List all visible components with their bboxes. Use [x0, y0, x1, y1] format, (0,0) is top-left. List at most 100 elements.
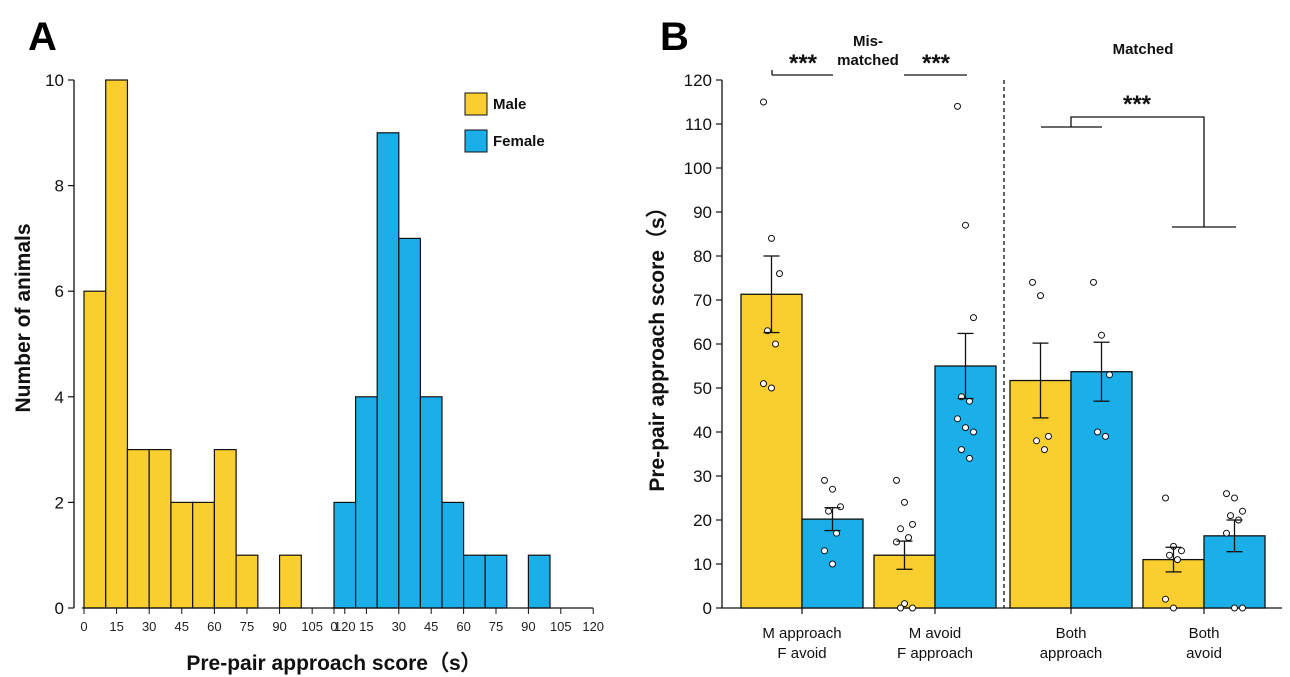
data-point — [962, 424, 969, 432]
histogram-bar — [170, 501, 194, 609]
data-point — [1231, 604, 1238, 612]
bar-female — [1070, 371, 1133, 609]
panel-a-letter: A — [28, 15, 57, 59]
histogram-y-ticks: 0 2 4 6 8 10 — [45, 71, 74, 618]
histogram-x-tick-label: 60 — [456, 619, 470, 634]
data-point — [954, 102, 961, 110]
category-label: M approach — [762, 625, 841, 642]
histogram-bar — [235, 554, 259, 609]
category-label: M avoid — [909, 625, 962, 642]
legend-label-female: Female — [493, 133, 545, 150]
histogram-x-tick-label: 75 — [240, 619, 254, 634]
data-point — [1239, 507, 1246, 515]
histogram-x-tick-label: 75 — [489, 619, 503, 634]
data-point — [901, 498, 908, 506]
data-point — [970, 314, 977, 322]
data-point — [1098, 331, 1105, 339]
bar-y-tick-label: 120 — [684, 71, 712, 90]
histogram-x-tick-label: 105 — [550, 619, 572, 634]
histogram-x-tick-label: 0 — [80, 619, 87, 634]
histogram-y-tick-label: 2 — [55, 493, 64, 512]
data-point — [1174, 556, 1181, 564]
data-point — [768, 384, 775, 392]
histogram-y-tick-label: 6 — [55, 282, 64, 301]
data-point — [776, 270, 783, 278]
histogram-y-tick-label: 0 — [55, 599, 64, 618]
histogram-x-axis-title: Pre-pair approach score（s） — [186, 651, 481, 675]
category-label: Both — [1056, 625, 1087, 642]
bar-y-tick-label: 90 — [693, 203, 712, 222]
data-point — [958, 446, 965, 454]
histogram-bar — [333, 501, 357, 609]
bar-y-tick-label: 40 — [693, 423, 712, 442]
legend-label-male: Male — [493, 96, 526, 113]
histogram-x-tick-label: 30 — [392, 619, 406, 634]
histogram-bar — [441, 501, 465, 609]
data-point — [897, 604, 904, 612]
bar-y-tick-label: 60 — [693, 335, 712, 354]
data-point — [909, 520, 916, 528]
data-point — [837, 503, 844, 511]
data-point — [966, 454, 973, 462]
histogram-y-tick-label: 4 — [55, 388, 64, 407]
bar-y-tick-label: 10 — [693, 555, 712, 574]
histogram-bar — [484, 554, 508, 609]
data-point — [1227, 512, 1234, 520]
data-point — [1223, 529, 1230, 537]
group-label-matched: Matched — [1113, 41, 1174, 58]
category-label: F avoid — [777, 645, 826, 662]
data-point — [1178, 547, 1185, 555]
data-point — [1102, 432, 1109, 440]
histogram-bar — [463, 554, 486, 609]
bar-y-tick-label: 110 — [685, 115, 712, 134]
histogram-bar — [126, 449, 150, 609]
bar-y-tick-label: 20 — [693, 511, 712, 530]
bar-female — [934, 365, 997, 609]
significance-brackets: *** *** *** — [771, 50, 1236, 228]
panel-b-letter: B — [660, 15, 689, 59]
histogram-bar — [105, 79, 129, 609]
data-point — [768, 234, 775, 242]
histogram-bar — [192, 501, 215, 609]
histogram-bar — [527, 554, 551, 609]
histogram-y-tick-label: 8 — [55, 177, 64, 196]
category-label: Both — [1189, 625, 1220, 642]
histogram-bar — [148, 449, 172, 609]
data-point — [1223, 490, 1230, 498]
data-point — [829, 485, 836, 493]
category-label: avoid — [1186, 645, 1222, 662]
legend-swatch-male — [464, 92, 488, 116]
histogram-x-tick-label: 105 — [301, 619, 323, 634]
legend-swatch-female — [464, 129, 488, 153]
data-point — [821, 476, 828, 484]
data-point — [1162, 595, 1169, 603]
histogram-x-tick-label: 90 — [521, 619, 535, 634]
data-point — [1170, 604, 1177, 612]
data-point — [954, 415, 961, 423]
histogram-x-tick-label: 45 — [175, 619, 189, 634]
data-point — [1162, 494, 1169, 502]
data-point — [1037, 292, 1044, 300]
histogram-bar — [213, 449, 237, 609]
bar-category-labels: M approach F avoid M avoid F approach Both ap… — [762, 608, 1222, 662]
bar-y-tick-label: 30 — [693, 467, 712, 486]
sig-bracket-1 — [771, 70, 833, 76]
data-point — [897, 525, 904, 533]
data-point — [1045, 432, 1052, 440]
data-point — [1029, 278, 1036, 286]
bar-data-points — [760, 98, 1246, 612]
histogram-x-tick-label: 15 — [359, 619, 373, 634]
histogram-bar — [419, 396, 443, 609]
bar-y-tick-label: 80 — [693, 247, 712, 266]
bar-y-tick-label: 70 — [693, 291, 712, 310]
histogram-x-tick-label: 120 — [582, 619, 604, 634]
data-point — [1094, 428, 1101, 436]
data-point — [893, 538, 900, 546]
bar-error-bars — [763, 255, 1243, 573]
sig-marker-2: *** — [922, 50, 951, 77]
data-point — [1090, 278, 1097, 286]
histogram-x-tick-label: 0 — [330, 619, 337, 634]
sig-marker-3: *** — [1123, 91, 1152, 118]
